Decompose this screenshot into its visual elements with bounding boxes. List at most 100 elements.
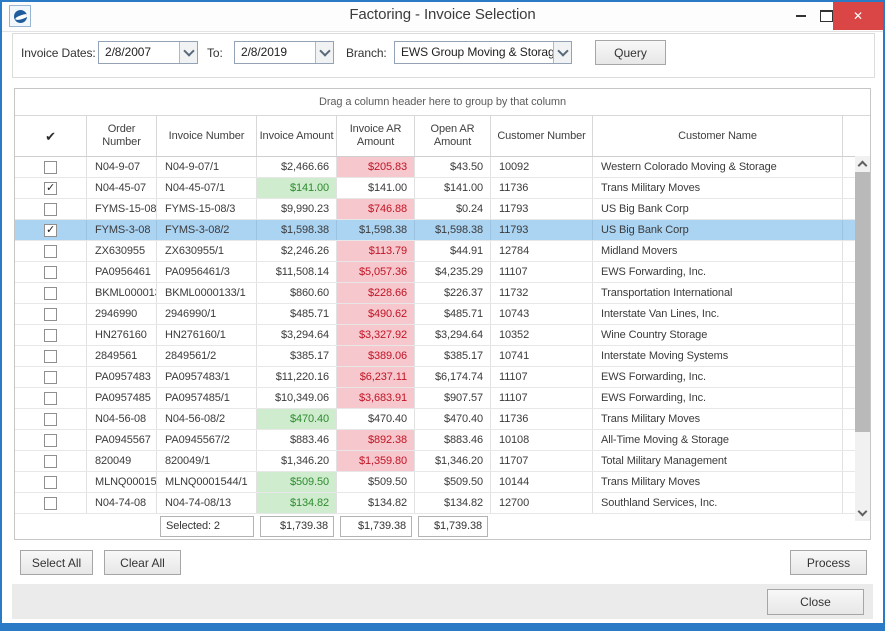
table-row[interactable]: PA0957483 PA0957483/1 $11,220.16 $6,237.11 $… <box>15 367 870 388</box>
row-checkbox[interactable] <box>44 286 57 300</box>
footer-invoice-total-cell: $1,739.38 <box>257 514 337 540</box>
order-number-cell: N04-74-08 <box>87 493 157 513</box>
close-button[interactable]: Close <box>767 589 864 615</box>
scrollbar-thumb[interactable] <box>855 172 870 432</box>
row-checkbox[interactable] <box>44 160 57 174</box>
table-row[interactable]: ZX630955 ZX630955/1 $2,246.26 $113.79 $44.91… <box>15 241 870 262</box>
grid-footer: Selected: 2 $1,739.38 $1,739.38 $1,739.3… <box>15 514 870 540</box>
row-checkbox[interactable] <box>44 265 57 279</box>
app-menu-button[interactable] <box>9 5 31 27</box>
invoice-number-cell: MLNQ0001544/1 <box>157 472 257 492</box>
invoice-amount-cell: $1,598.38 <box>257 220 337 240</box>
row-checkbox[interactable]: ✓ <box>44 181 57 195</box>
vertical-scrollbar[interactable] <box>855 156 870 521</box>
table-row[interactable]: BKML0000133BKML0000133/1$860.60$228.66$2… <box>15 283 870 304</box>
scroll-up-button[interactable] <box>855 156 870 172</box>
branch-dropdown-button[interactable] <box>553 42 571 63</box>
date-from-picker[interactable]: 2/8/2007 <box>98 41 198 64</box>
customer-name-cell: EWS Forwarding, Inc. <box>593 367 843 387</box>
row-check-cell <box>15 430 87 450</box>
toolbar-panel: Invoice Dates: 2/8/2007 To: 2/8/2019 Bra… <box>12 33 875 78</box>
row-checkbox[interactable] <box>44 244 57 258</box>
close-window-button[interactable]: ✕ <box>833 2 883 30</box>
invoice-amount-total: $1,739.38 <box>260 516 334 537</box>
column-header-invoice-ar-amount[interactable]: Invoice AR Amount <box>337 116 415 156</box>
process-button[interactable]: Process <box>790 550 867 575</box>
row-checkbox[interactable] <box>44 475 57 489</box>
row-checkbox[interactable] <box>44 307 57 321</box>
date-to-value: 2/8/2019 <box>241 45 287 59</box>
customer-name-cell: Interstate Van Lines, Inc. <box>593 304 843 324</box>
invoice-amount-cell: $11,220.16 <box>257 367 337 387</box>
clear-all-button[interactable]: Clear All <box>104 550 181 575</box>
table-row[interactable]: PA0957485 PA0957485/1 $10,349.06 $3,683.91 $… <box>15 388 870 409</box>
invoice-number-cell: 2946990/1 <box>157 304 257 324</box>
row-check-cell <box>15 283 87 303</box>
order-number-cell: 2849561 <box>87 346 157 366</box>
row-check-cell <box>15 157 87 177</box>
table-row[interactable]: ✓ N04-45-07 N04-45-07/1 $141.00 $141.00 $141.… <box>15 178 870 199</box>
row-checkbox[interactable] <box>44 433 57 447</box>
date-to-picker[interactable]: 2/8/2019 <box>234 41 334 64</box>
date-from-dropdown-button[interactable] <box>179 42 197 63</box>
invoice-dates-label: Invoice Dates: <box>21 46 96 60</box>
branch-value: EWS Group Moving & Storage... <box>401 45 553 59</box>
chevron-down-icon <box>318 45 331 57</box>
chevron-down-icon <box>556 45 569 57</box>
row-checkbox[interactable] <box>44 202 57 216</box>
row-checkbox[interactable] <box>44 391 57 405</box>
column-header-order-number[interactable]: Order Number <box>87 116 157 156</box>
table-row[interactable]: N04-9-07 N04-9-07/1 $2,466.66 $205.83 $43.50… <box>15 157 870 178</box>
row-checkbox[interactable] <box>44 454 57 468</box>
date-to-dropdown-button[interactable] <box>315 42 333 63</box>
minimize-button[interactable] <box>789 2 813 30</box>
invoice-amount-cell: $141.00 <box>257 178 337 198</box>
row-check-cell <box>15 388 87 408</box>
table-row[interactable]: PA0945567 PA0945567/2 $883.46 $892.38 $883.4… <box>15 430 870 451</box>
group-by-hint[interactable]: Drag a column header here to group by th… <box>15 89 870 116</box>
row-checkbox[interactable] <box>44 349 57 363</box>
scroll-down-button[interactable] <box>855 505 870 521</box>
table-row[interactable]: ✓ FYMS-3-08 FYMS-3-08/2 $1,598.38 $1,598.38 $… <box>15 220 870 241</box>
table-row[interactable]: 820049 820049/1 $1,346.20 $1,359.80 $1,346.2… <box>15 451 870 472</box>
row-checkbox[interactable]: ✓ <box>44 223 57 237</box>
row-check-cell <box>15 304 87 324</box>
maximize-button[interactable] <box>814 2 838 30</box>
row-checkbox[interactable] <box>44 496 57 510</box>
open-ar-amount-cell: $509.50 <box>415 472 491 492</box>
select-all-button[interactable]: Select All <box>20 550 93 575</box>
row-check-cell: ✓ <box>15 220 87 240</box>
customer-number-cell: 11736 <box>491 178 593 198</box>
row-checkbox[interactable] <box>44 370 57 384</box>
customer-number-cell: 11793 <box>491 199 593 219</box>
chevron-down-icon <box>182 45 195 57</box>
check-column-header[interactable]: ✔ <box>15 116 87 156</box>
table-row[interactable]: HN276160 HN276160/1 $3,294.64 $3,327.92 $3,2… <box>15 325 870 346</box>
query-button[interactable]: Query <box>595 40 666 65</box>
close-icon: ✕ <box>853 9 863 23</box>
customer-number-cell: 12784 <box>491 241 593 261</box>
column-header-invoice-number[interactable]: Invoice Number <box>157 116 257 156</box>
table-row[interactable]: 2946990 2946990/1 $485.71 $490.62 $485.71 107… <box>15 304 870 325</box>
table-row[interactable]: 2849561 2849561/2 $385.17 $389.06 $385.17 107… <box>15 346 870 367</box>
column-header-customer-name[interactable]: Customer Name <box>593 116 843 156</box>
row-checkbox[interactable] <box>44 328 57 342</box>
column-header-open-ar-amount[interactable]: Open AR Amount <box>415 116 491 156</box>
invoice-ar-amount-cell: $3,683.91 <box>337 388 415 408</box>
table-row[interactable]: PA0956461 PA0956461/3 $11,508.14 $5,057.36 $… <box>15 262 870 283</box>
table-row[interactable]: MLNQ0001544MLNQ0001544/1$509.50$509.50$5… <box>15 472 870 493</box>
column-header-invoice-amount[interactable]: Invoice Amount <box>257 116 337 156</box>
customer-name-cell: Transportation International <box>593 283 843 303</box>
column-header-customer-number[interactable]: Customer Number <box>491 116 593 156</box>
table-row[interactable]: FYMS-15-08 FYMS-15-08/3 $9,990.23 $746.88 $0… <box>15 199 870 220</box>
branch-select[interactable]: EWS Group Moving & Storage... <box>394 41 572 64</box>
customer-name-cell: Midland Movers <box>593 241 843 261</box>
invoice-number-cell: N04-9-07/1 <box>157 157 257 177</box>
table-row[interactable]: N04-74-08 N04-74-08/13 $134.82 $134.82 $134.… <box>15 493 870 514</box>
table-row[interactable]: N04-56-08 N04-56-08/2 $470.40 $470.40 $470.4… <box>15 409 870 430</box>
footer-spacer <box>491 514 593 540</box>
customer-number-cell: 11732 <box>491 283 593 303</box>
row-checkbox[interactable] <box>44 412 57 426</box>
chevron-down-icon <box>857 506 868 517</box>
